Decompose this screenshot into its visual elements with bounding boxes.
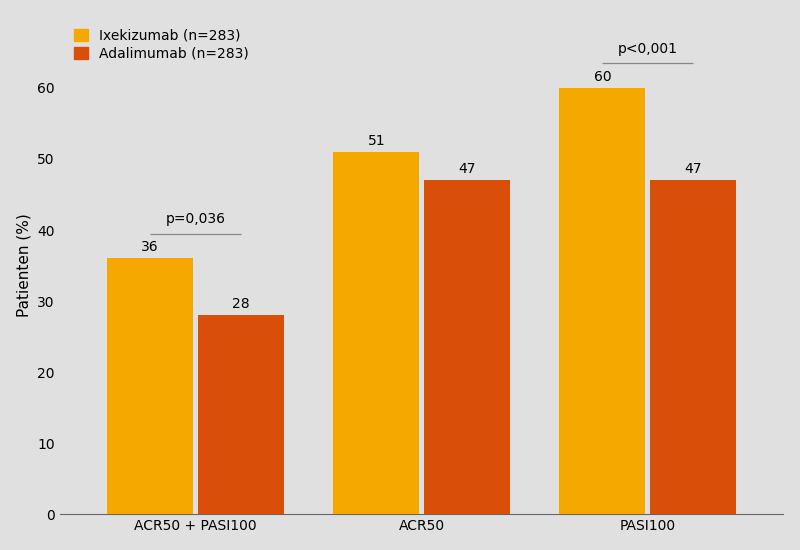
Bar [334, 152, 419, 514]
Bar [559, 88, 646, 514]
Bar [650, 180, 736, 514]
Bar [198, 315, 283, 514]
Text: 60: 60 [594, 69, 611, 84]
Bar [107, 258, 193, 514]
Text: p<0,001: p<0,001 [618, 42, 678, 56]
Text: 28: 28 [232, 297, 250, 311]
Text: p=0,036: p=0,036 [166, 212, 226, 227]
Text: 47: 47 [684, 162, 702, 176]
Bar [424, 180, 510, 514]
Y-axis label: Patienten (%): Patienten (%) [17, 214, 32, 317]
Text: 36: 36 [142, 240, 159, 254]
Text: 47: 47 [458, 162, 475, 176]
Text: 51: 51 [367, 134, 385, 147]
Legend: Ixekizumab (n=283), Adalimumab (n=283): Ixekizumab (n=283), Adalimumab (n=283) [74, 29, 249, 60]
